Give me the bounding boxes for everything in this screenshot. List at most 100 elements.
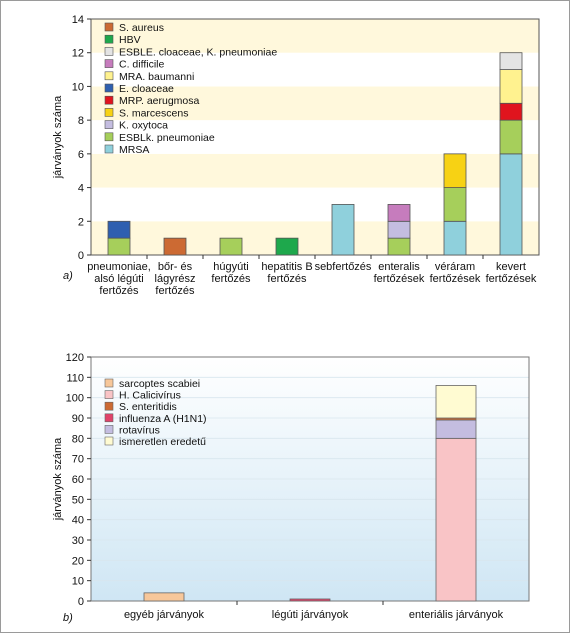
bar-segment [499,52,523,70]
legend-swatch [104,59,114,68]
legend-label: H. Calicivírus [119,390,181,402]
y-tick-label: 50 [72,494,84,506]
x-tick-label: fertőzések [486,273,537,285]
legend-label: ESBLk. pneumoniae [119,132,215,144]
x-tick-label: enteriális járványok [409,609,504,621]
bar-segment [387,237,411,256]
x-tick-label: fertőzések [374,273,425,285]
y-axis-label: járványok száma [52,437,64,521]
bar-segment [443,187,467,222]
legend-label: HBV [119,34,141,46]
bar-segment [387,204,411,222]
legend-swatch [104,413,114,423]
bar-segment [219,237,243,256]
y-tick-label: 0 [78,596,84,608]
x-tick-label: alsó légúti [94,273,144,285]
x-tick-label: légúti járványok [272,609,349,621]
y-tick-label: 8 [78,115,84,127]
y-tick-label: 6 [78,149,84,161]
bar-segment [331,204,355,256]
legend-swatch [104,132,114,142]
chart-b: 0 10 20 30 40 50 60 70 80 90 100 110 120 járványok sz… [52,352,530,624]
x-tick-label: kevert [496,261,526,273]
legend-label: sarcoptes scabiei [119,378,200,390]
legend-swatch [104,390,114,399]
legend-label: MRSA [119,144,149,156]
panel-label: b) [63,612,73,624]
grid-band [91,19,539,53]
bar-segment [275,237,299,256]
legend-swatch [104,144,114,154]
legend-label: rotavírus [119,424,160,436]
y-tick-label: 100 [66,393,84,405]
legend-label: S. marcescens [119,107,188,119]
x-tick-label: véráram [435,261,475,273]
bar-segment [499,153,523,256]
x-tick-label: lágyrész [155,273,196,285]
y-axis-label: járványok száma [52,95,64,179]
x-tick-label: fertőzések [430,273,481,285]
grid-band [91,221,539,255]
bar-segment [499,119,523,155]
y-tick-label: 10 [72,576,84,588]
bar-segment [143,592,185,602]
x-tick-label: egyéb járványok [124,609,205,621]
bar-segment [443,153,467,188]
y-tick-label: 0 [78,250,84,262]
y-tick-label: 14 [72,14,84,26]
bar-segment [435,437,477,602]
grid-band [91,187,539,222]
x-tick-label: pneumoniae, [87,261,151,273]
legend-label: ESBLE. cloaceae, K. pneumoniae [119,46,277,58]
x-tick-label: hepatitis B [261,261,312,273]
legend-swatch [104,108,114,117]
y-tick-label: 70 [72,454,84,466]
legend-swatch [104,425,114,434]
grid-band [91,153,539,188]
y-tick-label: 110 [66,372,84,384]
x-tick-label: enteralis [378,261,420,273]
y-tick-label: 90 [72,413,84,425]
y-tick-label: 4 [78,183,84,195]
bar-segment [435,419,477,439]
bar-segment [107,220,131,239]
grid-band [91,120,539,154]
legend-label: C. difficile [119,59,164,71]
legend-label: K. oxytoca [119,120,168,132]
legend-swatch [104,378,114,388]
y-tick-label: 30 [72,535,84,547]
bar-segment [499,102,523,121]
legend-swatch [104,120,114,129]
chart-a: 0 2 4 6 8 10 12 14 járványok száma pneumoniae,als… [52,14,540,297]
panel-label: a) [63,270,73,282]
y-tick-label: 20 [72,555,84,567]
legend-swatch [104,47,114,56]
y-tick-label: 2 [78,216,84,228]
bar-segment [435,385,477,419]
legend-label: MRP. aerugmosa [119,95,200,107]
legend-label: ismeretlen eredetű [119,436,206,448]
legend-label: E. cloaceae [119,83,174,95]
x-tick-label: fertőzés [211,273,251,285]
y-tick-label: 10 [72,81,84,93]
legend-swatch [104,34,114,44]
legend-swatch [104,436,114,446]
legend-swatch [104,22,114,32]
legend-label: influenza A (H1N1) [119,413,207,425]
legend-swatch [104,83,114,93]
bar-segment [163,237,187,256]
x-tick-label: fertőzés [267,273,307,285]
y-tick-label: 40 [72,515,84,527]
x-tick-label: bőr- és [158,261,193,273]
y-tick-label: 120 [66,352,84,364]
legend-label: S. aureus [119,22,164,34]
y-tick-label: 80 [72,433,84,445]
legend-label: MRA. baumanni [119,71,194,83]
x-tick-label: fertőzés [155,285,195,297]
bar-segment [289,598,331,602]
legend-swatch [104,95,114,105]
legend-label: S. enteritidis [119,401,177,413]
bar-segment [443,220,467,256]
